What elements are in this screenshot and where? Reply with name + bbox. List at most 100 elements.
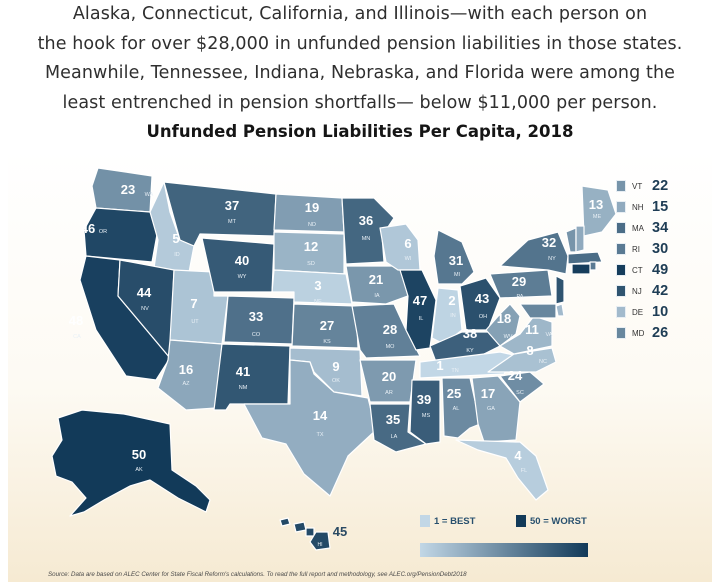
state-abbr-in: IN: [450, 313, 456, 319]
state-de: [555, 303, 565, 317]
state-abbr-hi: HI: [318, 542, 323, 548]
legend-row-nh: NH 15: [616, 197, 668, 217]
state-rank-il: 47: [413, 293, 427, 308]
state-rank-ar: 20: [382, 369, 396, 384]
state-abbr-ok: OK: [332, 378, 340, 384]
state-abbr-fl: FL: [521, 468, 527, 474]
state-abbr-nc: NC: [539, 359, 547, 365]
legend-rank-value: 30: [652, 241, 669, 257]
map-title: Unfunded Pension Liabilities Per Capita,…: [146, 122, 574, 141]
state-rank-mt: 37: [225, 198, 239, 213]
state-abbr-va: VA: [546, 332, 553, 338]
state-abbr-ut: UT: [191, 319, 199, 325]
state-rank-mo: 28: [383, 322, 397, 337]
state-il: [399, 269, 437, 351]
state-rank-ok: 9: [332, 359, 339, 374]
state-rank-sd: 12: [304, 239, 318, 254]
legend-swatch: [616, 222, 626, 234]
legend-row-ma: MA 34: [616, 218, 668, 238]
intro-line: Alaska, Connecticut, California, and Ill…: [72, 4, 648, 24]
legend-swatch: [616, 243, 626, 255]
state-mi: [433, 229, 475, 285]
state-abbr-oh: OH: [479, 314, 487, 320]
state-rank-sc: 24: [508, 368, 523, 383]
legend-row-ri: RI 30: [616, 239, 668, 259]
best-swatch: [420, 515, 430, 527]
state-abbr-nv: NV: [141, 306, 149, 312]
color-gradient-bar: [420, 543, 588, 557]
state-abbr-tx: TX: [316, 432, 323, 438]
state-abbr-ks: KS: [323, 339, 331, 345]
legend-swatch: [616, 285, 626, 297]
state-abbr-wa: WA: [145, 192, 154, 198]
state-pa: [489, 269, 553, 299]
state-rank-or: 46: [81, 221, 95, 236]
state-rank-ms: 39: [417, 392, 431, 407]
state-rank-ny: 32: [542, 235, 556, 250]
state-rank-wy: 40: [235, 253, 249, 268]
legend-state-abbr: NH: [632, 202, 644, 212]
state-rank-wa: 23: [121, 182, 135, 197]
state-rank-al: 25: [447, 386, 461, 401]
intro-line: the hook for over $28,000 in unfunded pe…: [37, 33, 683, 54]
state-rank-ca: 48: [69, 313, 83, 328]
state-abbr-nm: NM: [239, 385, 248, 391]
state-abbr-ca: CA: [73, 334, 81, 340]
state-abbr-co: CO: [252, 332, 261, 338]
state-ma: [567, 251, 603, 265]
state-abbr-sd: SD: [307, 261, 315, 267]
legend-rank-value: 49: [652, 262, 669, 278]
state-abbr-id: ID: [174, 252, 180, 258]
state-rank-ne: 3: [314, 278, 321, 293]
state-mn: [341, 197, 395, 265]
state-rank-ia: 21: [369, 272, 383, 287]
state-ne: [271, 269, 353, 305]
state-rank-ga: 17: [481, 386, 495, 401]
state-abbr-mt: MT: [228, 219, 237, 225]
state-abbr-me: ME: [593, 214, 602, 220]
state-rank-mi: 31: [449, 253, 463, 268]
state-rank-pa: 29: [512, 274, 526, 289]
state-abbr-nd: ND: [308, 222, 316, 228]
state-abbr-ky: KY: [466, 348, 474, 354]
state-wv: [485, 303, 521, 347]
legend-row-md: MD 26: [616, 323, 668, 343]
legend-state-abbr: DE: [632, 307, 644, 317]
legend-state-abbr: RI: [632, 244, 640, 254]
state-oh: [459, 277, 501, 331]
state-sc: [499, 371, 545, 403]
state-rank-nv: 44: [137, 285, 152, 300]
state-rank-in: 2: [448, 293, 455, 308]
intro-line: least entrenched in pension shortfalls— …: [62, 92, 658, 113]
state-abbr-mn: MN: [362, 236, 371, 242]
state-va: [499, 315, 553, 355]
legend-rank-value: 42: [652, 283, 669, 299]
legend-state-abbr: MD: [632, 328, 645, 338]
state-rank-nm: 41: [236, 364, 250, 379]
state-abbr-wv: WV: [504, 334, 513, 340]
state-abbr-il: IL: [419, 316, 424, 322]
state-abbr-wi: WI: [405, 256, 412, 262]
legend-swatch: [616, 201, 626, 213]
state-rank-hi: 45: [333, 524, 347, 539]
state-abbr-ga: GA: [487, 406, 495, 412]
state-abbr-sc: SC: [516, 390, 524, 396]
legend-rank-value: 26: [652, 325, 669, 341]
state-abbr-ny: NY: [548, 256, 556, 262]
state-rank-tx: 14: [313, 408, 328, 423]
state-abbr-az: AZ: [182, 381, 190, 387]
state-rank-wv: 18: [497, 311, 511, 326]
state-rank-co: 33: [249, 309, 263, 324]
state-abbr-la: LA: [391, 434, 398, 440]
state-hi: [309, 531, 331, 551]
legend-rank-value: 10: [652, 304, 669, 320]
worst-label: 50 = WORST: [530, 516, 587, 527]
state-abbr-ar: AR: [385, 390, 393, 396]
state-rank-id: 5: [172, 231, 179, 246]
state-hi: [279, 517, 291, 527]
state-rank-ky: 38: [463, 326, 477, 341]
state-abbr-or: OR: [99, 229, 107, 235]
legend-state-abbr: NJ: [632, 286, 642, 296]
state-abbr-ia: IA: [374, 293, 380, 299]
